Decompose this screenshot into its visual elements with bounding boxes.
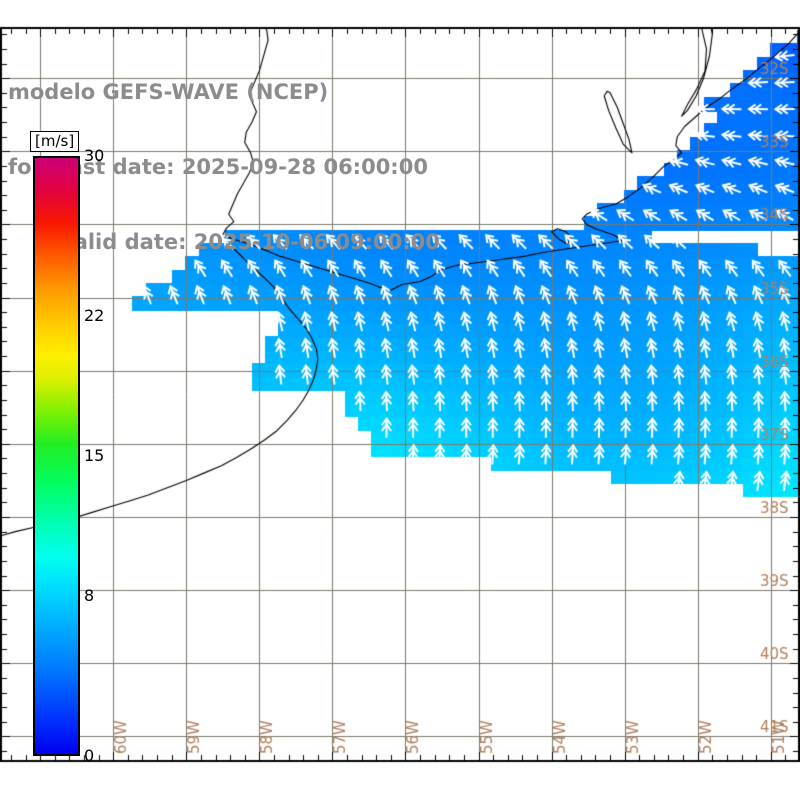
colorbar-tick-8: 8 — [84, 586, 95, 605]
colorbar-tick-22: 22 — [84, 306, 105, 325]
colorbar-unit-label: [m/s] — [30, 131, 80, 152]
colorbar-tick-15: 15 — [84, 446, 105, 465]
colorbar-tick-30: 30 — [84, 146, 105, 165]
colorbar-gradient — [33, 156, 80, 756]
colorbar-tick-0: 0 — [84, 746, 95, 765]
colorbar[interactable] — [33, 156, 80, 756]
